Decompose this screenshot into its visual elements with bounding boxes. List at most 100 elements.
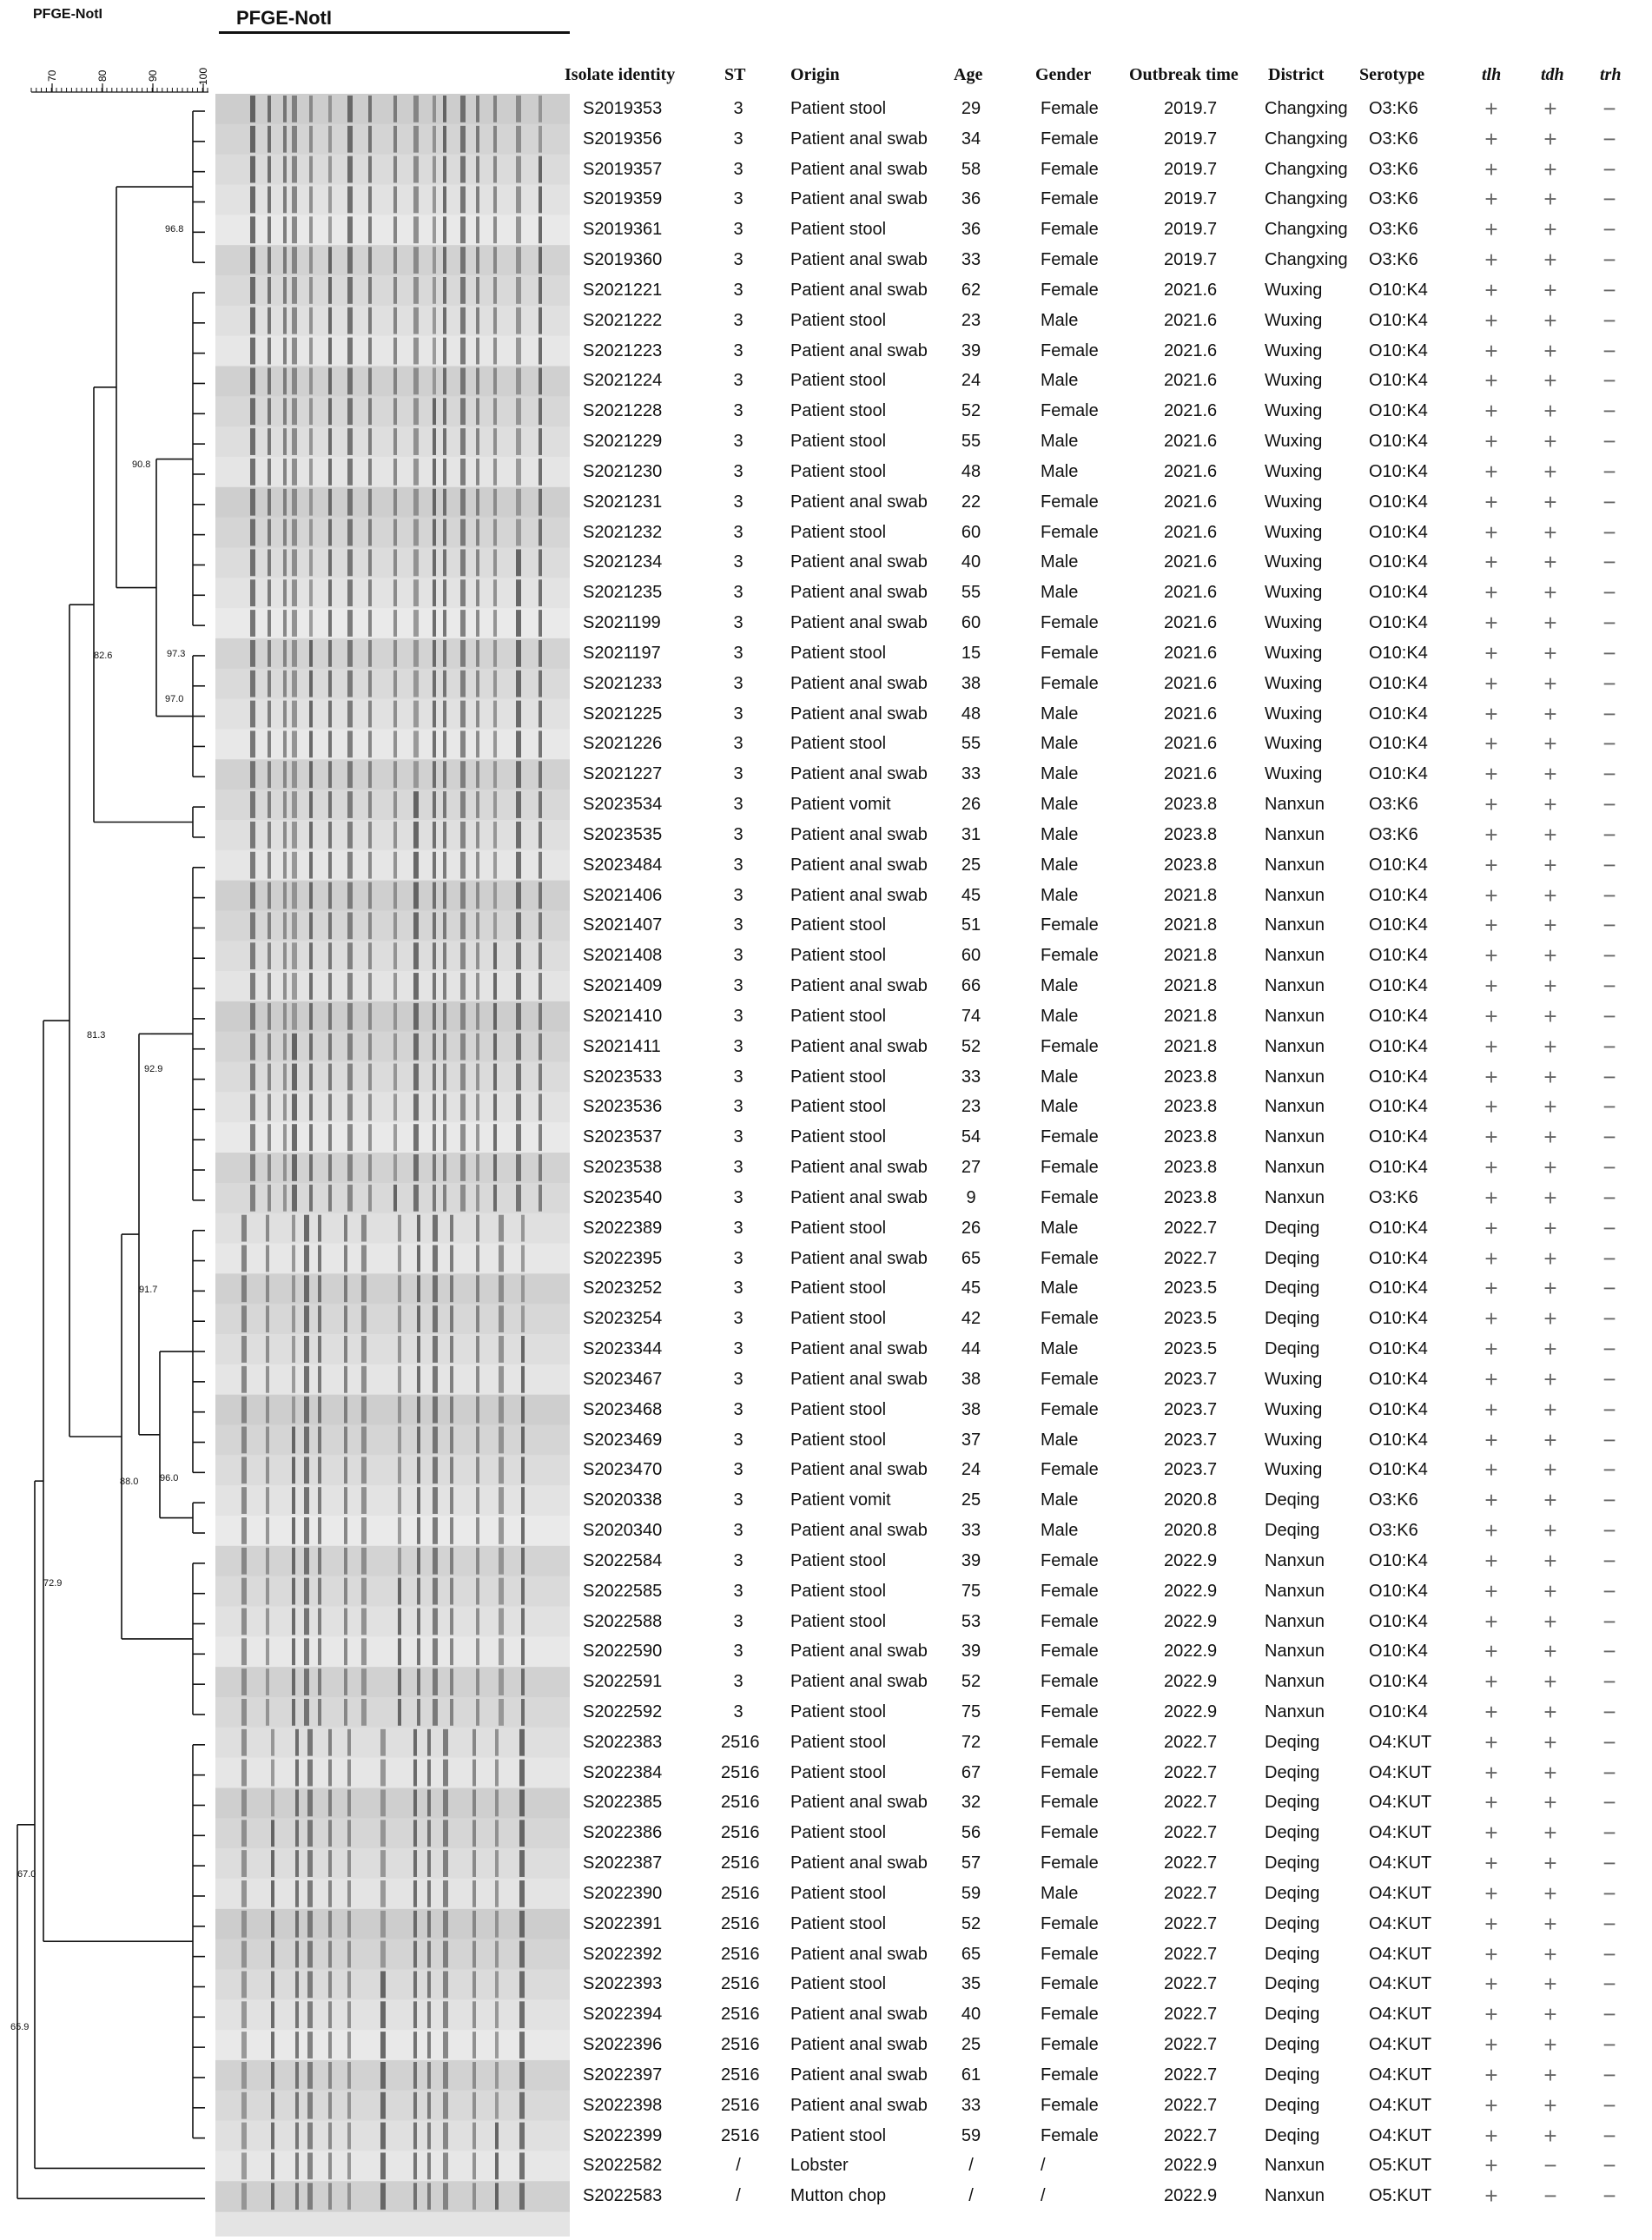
- gel-band: [283, 912, 287, 940]
- tlh-symbol: +: [1484, 1910, 1498, 1937]
- gel-band: [250, 1124, 255, 1152]
- age-value: 40: [961, 2005, 981, 2025]
- gel-band: [250, 96, 255, 122]
- district-value: Deqing: [1265, 2035, 1320, 2055]
- trh-symbol: −: [1602, 1336, 1616, 1363]
- isolate-id: S2021221: [583, 280, 663, 300]
- gel-band: [460, 1094, 466, 1121]
- origin-value: Patient stool: [790, 1279, 887, 1298]
- gel-band: [292, 610, 297, 637]
- gel-band: [443, 307, 446, 334]
- gel-band: [368, 882, 372, 909]
- gel-band: [361, 1517, 367, 1544]
- gel-lane: [215, 729, 570, 760]
- gel-band: [347, 1759, 351, 1787]
- gel-band: [309, 973, 313, 1000]
- gel-band: [268, 186, 271, 214]
- gel-band: [328, 428, 332, 455]
- tlh-symbol: +: [1484, 2032, 1498, 2058]
- age-value: 60: [961, 613, 981, 633]
- gel-band: [493, 307, 497, 334]
- gel-band: [292, 1305, 295, 1333]
- gel-band: [460, 821, 466, 849]
- serotype-value: O3:K6: [1369, 250, 1418, 270]
- tdh-symbol: +: [1543, 821, 1557, 848]
- tdh-symbol: +: [1543, 1880, 1557, 1906]
- gel-band: [539, 398, 542, 426]
- gel-band: [347, 1820, 351, 1847]
- gel-band: [460, 488, 466, 516]
- age-value: 62: [961, 280, 981, 300]
- st-value: 3: [733, 795, 743, 815]
- tlh-symbol: +: [1484, 247, 1498, 274]
- age-value: 58: [961, 159, 981, 179]
- gender-value: Male: [1041, 734, 1079, 754]
- tlh-symbol: +: [1484, 670, 1498, 697]
- serotype-value: O3:K6: [1369, 1187, 1418, 1207]
- origin-value: Patient stool: [790, 643, 887, 663]
- trh-symbol: −: [1602, 1426, 1616, 1453]
- isolate-id: S2021234: [583, 552, 663, 572]
- outbreak-time-value: 2022.9: [1164, 2156, 1218, 2176]
- gel-band: [268, 882, 271, 909]
- gel-band: [292, 791, 297, 818]
- gel-band: [393, 579, 397, 607]
- gel-band: [516, 155, 521, 183]
- serotype-value: O3:K6: [1369, 159, 1418, 179]
- tlh-symbol: +: [1484, 1759, 1498, 1786]
- isolate-id: S2019360: [583, 250, 663, 270]
- origin-value: Patient stool: [790, 1127, 887, 1147]
- gel-band: [417, 1365, 420, 1393]
- st-value: 2516: [721, 2125, 760, 2145]
- gel-band: [413, 1728, 417, 1756]
- trh-symbol: −: [1602, 1063, 1616, 1090]
- gel-band: [476, 276, 479, 304]
- gel-band: [250, 942, 255, 970]
- gel-band: [368, 851, 372, 879]
- gel-band: [493, 821, 497, 849]
- age-value: 38: [961, 1369, 981, 1389]
- gel-band: [413, 1850, 417, 1877]
- gel-band: [250, 882, 255, 909]
- gel-band: [250, 428, 255, 455]
- age-value: 38: [961, 673, 981, 693]
- gel-band: [361, 1457, 367, 1484]
- tdh-symbol: +: [1543, 2032, 1557, 2058]
- gel-band: [516, 1184, 521, 1212]
- gel-band: [361, 1245, 367, 1272]
- origin-value: Patient stool: [790, 1913, 887, 1933]
- gel-band: [413, 1820, 417, 1847]
- gel-lane: [215, 1424, 570, 1456]
- gel-band: [295, 1820, 299, 1847]
- gel-band: [318, 1305, 321, 1333]
- gel-band: [368, 1154, 372, 1181]
- tlh-symbol: +: [1484, 125, 1498, 152]
- gel-lane: [215, 668, 570, 700]
- isolate-id: S2023470: [583, 1460, 663, 1480]
- isolate-id: S2023468: [583, 1399, 663, 1419]
- gel-band: [283, 639, 287, 667]
- gel-band: [433, 1275, 438, 1303]
- age-value: 55: [961, 583, 981, 603]
- gel-band: [516, 1002, 521, 1030]
- gel-band: [433, 1698, 438, 1726]
- gel-band: [328, 1880, 332, 1907]
- gender-value: Male: [1041, 1067, 1079, 1087]
- gel-band: [398, 1457, 401, 1484]
- gel-band: [539, 458, 542, 486]
- gel-band: [433, 1154, 436, 1181]
- gel-band: [413, 428, 419, 455]
- gel-band: [443, 247, 446, 274]
- trh-symbol: −: [1602, 1759, 1616, 1786]
- gender-value: Male: [1041, 855, 1079, 875]
- gel-band: [539, 519, 542, 546]
- serotype-value: O10:K4: [1369, 1097, 1428, 1117]
- st-value: 3: [733, 1399, 743, 1419]
- gel-band: [393, 610, 397, 637]
- serotype-value: O10:K4: [1369, 1642, 1428, 1662]
- st-value: 3: [733, 432, 743, 452]
- gel-band: [328, 2152, 332, 2180]
- gender-value: Male: [1041, 795, 1079, 815]
- gel-band: [495, 1880, 499, 1907]
- gel-band: [368, 700, 372, 728]
